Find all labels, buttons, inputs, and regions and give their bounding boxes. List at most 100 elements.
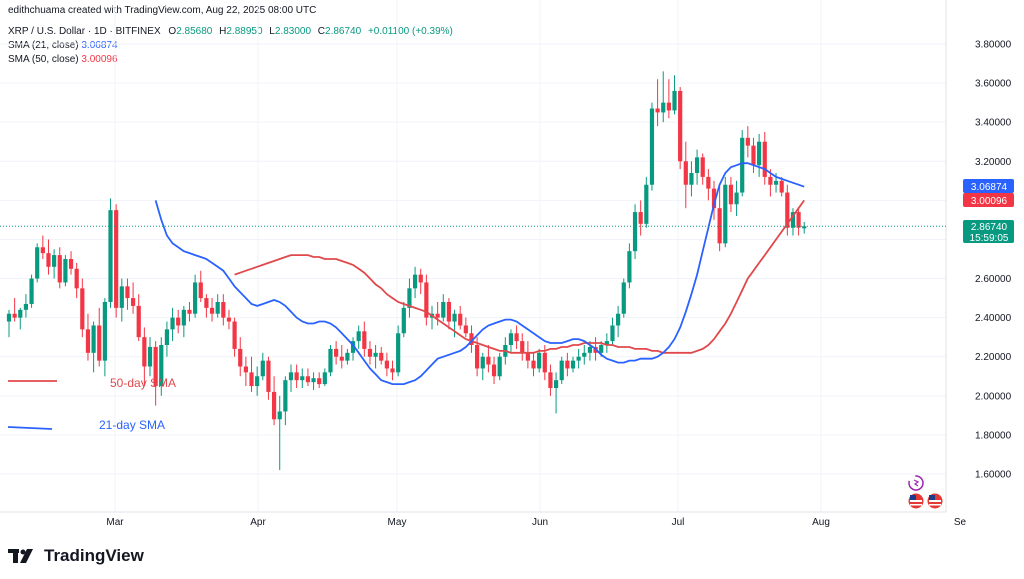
candle-body (773, 180, 779, 185)
candle (379, 346, 384, 365)
candle-body (621, 282, 626, 314)
candle-body (706, 176, 711, 189)
candle (401, 302, 406, 338)
y-axis[interactable]: 1.60000 1.80000 2.00000 2.20000 2.40000 2.600… (975, 40, 1012, 481)
candle (559, 356, 564, 385)
candle (520, 333, 525, 361)
sma50-badge-text: 3.00096 (971, 196, 1008, 207)
candle (576, 348, 581, 369)
candle-body (525, 352, 530, 361)
price-chart[interactable]: 50-day SMA 21-day SMA 1.60000 1.80000 2.00… (0, 0, 1024, 540)
candle-body (401, 307, 406, 334)
candle (678, 87, 683, 170)
candle (638, 200, 643, 236)
candle (655, 79, 660, 127)
candle (114, 204, 119, 318)
candle-body (582, 352, 587, 357)
grid (0, 0, 946, 512)
candle-body (435, 313, 440, 318)
candle-body (193, 282, 198, 314)
candle (548, 364, 553, 396)
candle (407, 278, 412, 318)
candle-body (305, 376, 311, 383)
candle-body (266, 360, 271, 392)
x-axis[interactable]: Mar Apr May Jun Jul Aug Se (106, 517, 966, 528)
candle (255, 366, 260, 396)
candle (176, 309, 181, 334)
candle (723, 176, 728, 248)
candle-body (243, 366, 248, 373)
candle-body (390, 368, 395, 373)
candle (683, 141, 688, 209)
candle (23, 294, 29, 318)
candle (130, 282, 136, 314)
candle (350, 337, 356, 361)
candle (300, 368, 305, 388)
candle (57, 247, 62, 289)
candle (796, 208, 801, 236)
candle (159, 337, 164, 396)
sma50-line (234, 199, 805, 354)
candle-body (215, 302, 220, 314)
candle (491, 356, 497, 385)
candle (74, 262, 79, 299)
candle (271, 376, 277, 426)
us-flag-icon[interactable] (907, 492, 925, 510)
candle-body (204, 298, 209, 308)
brand[interactable]: TradingView (8, 546, 144, 566)
candle (497, 352, 502, 381)
tradingview-logo-icon (8, 549, 33, 563)
candle-body (700, 157, 705, 177)
candle (384, 352, 389, 377)
candle (12, 298, 17, 322)
candle (334, 341, 339, 365)
candle (249, 356, 254, 392)
loading-icon[interactable] (908, 475, 924, 491)
candle-body (728, 184, 734, 205)
candle (582, 345, 587, 365)
candle-body (339, 356, 344, 361)
candle-body (209, 307, 215, 314)
sma21-note: 21-day SMA (99, 418, 165, 432)
candle (412, 266, 418, 299)
candle-body (514, 333, 519, 342)
candle (486, 345, 491, 373)
candle (446, 298, 452, 330)
sma50-legend[interactable]: SMA (50, close) 3.00096 (8, 54, 118, 65)
candle-body (796, 212, 801, 228)
us-flag-icon-2[interactable] (926, 492, 944, 510)
candle-body (153, 346, 158, 387)
candle (294, 364, 299, 388)
candle (6, 309, 12, 338)
candle-body (255, 376, 260, 387)
candle (193, 274, 198, 318)
sma21-label: SMA (21, close) (8, 40, 79, 51)
candle-body (745, 137, 750, 146)
candle-body (35, 247, 40, 279)
candle (362, 321, 367, 357)
candle-body (762, 141, 767, 177)
candle (63, 255, 68, 287)
candle-body (407, 288, 412, 308)
candle (441, 294, 446, 322)
candle-body (317, 378, 322, 385)
candle (68, 251, 74, 275)
low-label: L (269, 26, 275, 37)
candle-body (678, 90, 683, 162)
candle (396, 325, 401, 377)
candle-body (779, 180, 784, 193)
sma21-legend[interactable]: SMA (21, close) 3.06874 (8, 40, 118, 51)
candle-body (40, 247, 45, 254)
candle-body (384, 360, 389, 369)
candle-body (599, 345, 604, 353)
candle-body (452, 313, 457, 322)
y-tick-label: 1.80000 (975, 430, 1012, 441)
candle-body (412, 274, 418, 289)
y-tick-label: 2.40000 (975, 313, 1012, 324)
candle (198, 270, 203, 302)
candle-body (785, 192, 790, 228)
close-label: C (317, 26, 326, 37)
candle (153, 341, 158, 406)
candle (632, 204, 638, 259)
sma50-note: 50-day SMA (110, 376, 176, 390)
